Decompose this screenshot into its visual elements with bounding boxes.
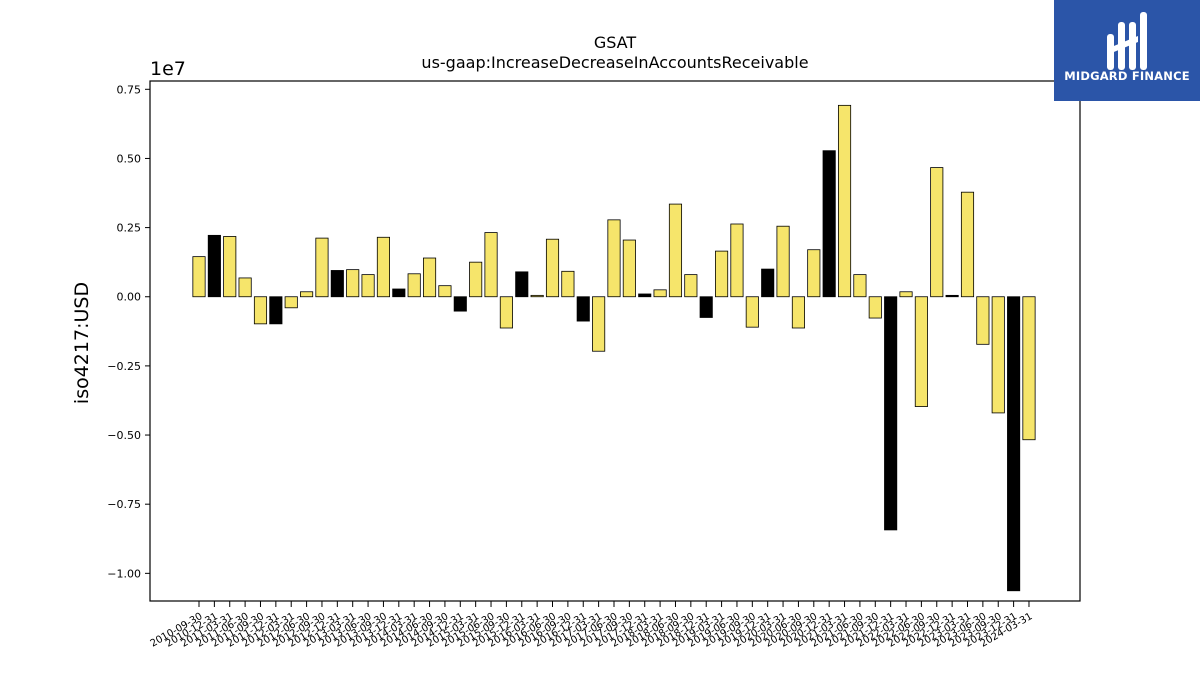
bar-2019-12-31 <box>761 268 775 298</box>
bar-2010-12-31 <box>207 234 221 298</box>
y-tick-label: 0.25 <box>117 222 142 235</box>
plot-frame <box>149 80 1081 602</box>
bar-2020-12-31 <box>822 150 836 298</box>
bar-2014-03-31 <box>407 273 421 298</box>
y-ticks: 0.75 0.50 0.25 0.00 −0.25 −0.50 −0.75 −1.00 <box>107 83 150 580</box>
bar-2011-09-30 <box>253 296 268 325</box>
bar-2013-06-30 <box>361 274 375 298</box>
bar-2015-06-30 <box>484 232 498 298</box>
chart-subtitle: us-gaap:IncreaseDecreaseInAccountsReceiv… <box>421 53 808 72</box>
bar-2013-12-31 <box>392 288 406 298</box>
bar-2018-03-31 <box>653 289 667 298</box>
bar-2022-09-30 <box>930 167 944 298</box>
bar-2023-03-31 <box>960 191 975 298</box>
bar-2011-06-30 <box>238 277 252 298</box>
midgard-finance-logo: MIDGARD FINANCE <box>1054 0 1200 101</box>
bar-2020-03-31 <box>776 225 790 298</box>
bar-2012-09-30 <box>315 237 329 298</box>
bar-2020-09-30 <box>807 249 821 298</box>
bars <box>192 104 1036 592</box>
bar-2021-12-31 <box>884 296 898 531</box>
y-tick-label: −0.25 <box>107 360 141 373</box>
chart-title: GSAT <box>594 33 637 52</box>
bar-2021-09-30 <box>868 296 882 319</box>
bar-2012-06-30 <box>300 291 314 298</box>
bar-2011-03-31 <box>223 236 237 298</box>
bar-2016-09-30 <box>561 270 575 298</box>
bar-2013-09-30 <box>376 236 390 298</box>
bar-2024-03-31 <box>1022 296 1036 441</box>
bar-2016-03-31 <box>530 294 544 298</box>
x-ticks: 2010-09-302010-12-312011-03-312011-06-30… <box>149 601 1034 650</box>
bar-2010-09-30 <box>192 256 206 298</box>
logo-text: MIDGARD FINANCE <box>1064 69 1190 83</box>
bar-2014-09-30 <box>438 285 452 298</box>
bar-2017-12-31 <box>638 293 652 298</box>
bar-2013-03-31 <box>346 269 360 298</box>
bar-2017-03-31 <box>592 296 606 352</box>
y-tick-label: 0.50 <box>117 152 142 165</box>
bar-2015-03-31 <box>469 261 483 298</box>
bar-2018-12-31 <box>699 296 713 318</box>
bar-2020-06-30 <box>791 296 805 329</box>
y-tick-label: −0.75 <box>107 498 141 511</box>
bar-2018-06-30 <box>668 203 683 298</box>
bar-2023-06-30 <box>976 296 990 345</box>
bar-2023-12-31 <box>1007 296 1021 592</box>
bar-2019-09-30 <box>745 296 759 328</box>
y-tick-label: 0.00 <box>117 291 142 304</box>
bar-2015-12-31 <box>515 271 529 298</box>
bar-2023-09-30 <box>991 296 1005 414</box>
bar-2021-03-31 <box>837 104 852 298</box>
bar-2017-09-30 <box>622 239 636 298</box>
bar-2022-06-30 <box>914 296 928 407</box>
bar-2019-03-31 <box>715 250 729 298</box>
bar-2012-12-31 <box>330 270 344 298</box>
bar-2017-06-30 <box>607 219 621 298</box>
bar-2022-03-31 <box>899 291 913 298</box>
bar-2015-09-30 <box>499 296 513 329</box>
bar-2011-12-31 <box>269 296 283 325</box>
y-axis-label: iso4217:USD <box>71 282 93 404</box>
bar-2021-06-30 <box>853 274 867 298</box>
midgard-logo-icon <box>1107 12 1147 70</box>
bar-2014-06-30 <box>422 257 437 298</box>
y-tick-label: 0.75 <box>117 83 142 96</box>
bar-2014-12-31 <box>453 296 467 312</box>
bar-2022-12-31 <box>945 294 959 298</box>
y-tick-label: −1.00 <box>107 567 141 580</box>
bar-2016-06-30 <box>545 238 560 298</box>
bar-2012-03-31 <box>284 296 298 309</box>
bar-2016-12-31 <box>576 296 590 322</box>
bar-2019-06-30 <box>730 223 744 298</box>
y-scale-label: 1e7 <box>150 58 186 80</box>
y-tick-label: −0.50 <box>107 429 141 442</box>
bar-2018-09-30 <box>684 274 698 298</box>
